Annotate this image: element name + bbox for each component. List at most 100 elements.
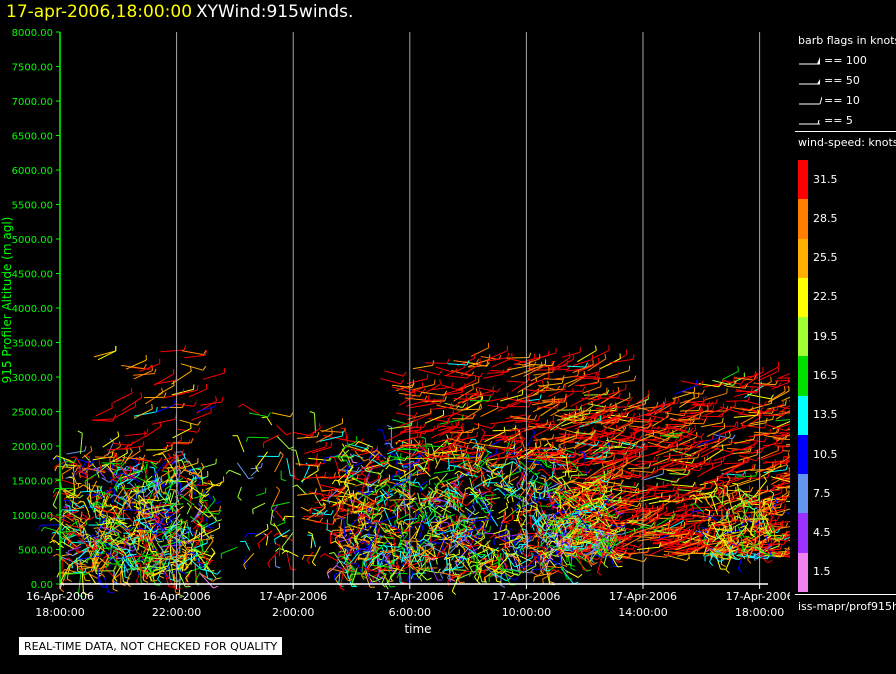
wind-barb-flag [489,514,492,520]
wind-barb [551,495,562,508]
wind-barb-flag [358,545,360,551]
wind-barb [122,496,132,510]
wind-barb-flag [489,518,495,523]
wind-barb-flag [110,468,116,471]
wind-barb-flag [496,575,501,579]
wind-barb [248,436,269,439]
wind-barb [466,539,474,559]
wind-barb [106,448,127,451]
wind-barb-flag [412,498,418,501]
wind-barb [615,484,637,488]
wind-barb-flag [539,527,542,533]
wind-barb [274,529,291,540]
wind-barb-flag [189,366,192,372]
wind-barb-flag [447,452,452,458]
wind-barb [462,392,478,404]
wind-barb [189,538,210,542]
wind-barb [625,471,645,478]
wind-barb [181,551,191,556]
wind-barb [53,539,64,549]
wind-barb [664,514,685,517]
wind-barb-flag [636,516,639,522]
wind-barb-flag [419,424,422,431]
wind-barb-flag [216,500,222,504]
wind-barb-flag [279,451,284,456]
wind-barb [533,438,553,441]
wind-barb [145,560,167,565]
wind-barb-flag [666,443,671,449]
wind-barb-flag [207,528,213,533]
wind-barb [277,522,286,527]
wind-barb [194,549,201,560]
wind-barb [535,423,559,426]
wind-barb [386,446,403,455]
wind-barb-flag [551,434,555,440]
wind-barb [366,451,381,467]
wind-barb-flag [119,497,125,501]
wind-barb [565,570,579,578]
wind-barb-flag [447,492,453,495]
wind-barb [145,481,162,498]
wind-barb-flag [218,505,222,511]
wind-barb-flag [136,485,140,491]
wind-barb [364,557,373,562]
wind-barb [143,538,157,549]
wind-barb [431,544,438,565]
wind-barb [338,449,344,459]
wind-barb-flag [86,533,92,537]
wind-barb [477,554,489,564]
wind-barb-flag [513,556,519,559]
wind-barb-flag [113,509,118,514]
wind-barb-flag [540,484,544,490]
wind-barb [361,514,382,524]
wind-barb-flag [195,468,202,471]
wind-barb-flag [335,578,339,584]
wind-barb-flag [515,452,518,458]
wind-barb-flag [137,512,143,517]
wind-barb [466,527,481,533]
wind-barb-flag [553,549,560,552]
wind-barb-flag [185,577,189,583]
wind-barb-flag [339,587,345,591]
wind-barb-flag [473,576,478,582]
wind-barb [365,462,388,470]
wind-barb-flag [444,497,449,502]
wind-barb-flag [260,462,263,468]
wind-barb [456,408,479,411]
wind-barb-flag [539,440,542,446]
wind-barb-flag [626,402,630,408]
wind-barb [399,468,416,480]
wind-barb [532,439,538,455]
wind-barb-flag [327,489,331,495]
plot-title: XYWind:915winds. [196,2,354,22]
wind-barb-flag [692,481,696,487]
wind-barb [97,350,117,361]
wind-barb-flag [455,404,460,410]
wind-barb [162,393,184,399]
wind-barb-flag [423,500,427,506]
wind-barb-flag [613,402,617,408]
wind-barb-flag [432,492,435,498]
wind-barb [363,538,377,549]
wind-barb [494,534,508,539]
wind-barb [480,466,502,478]
wind-barb-flag [144,536,150,538]
wind-barb-flag [318,423,321,429]
wind-barb [610,436,632,450]
wind-barb [403,446,423,449]
wind-barb-flag [595,441,600,446]
wind-barb [515,510,531,513]
wind-barb-flag [87,498,92,503]
wind-barb [191,412,212,421]
wind-barb-flag [416,561,421,567]
wind-barb-flag [419,486,422,492]
wind-barb [463,464,484,473]
wind-barb-flag [56,572,60,578]
wind-barb [383,508,393,527]
wind-barb [392,503,398,515]
wind-barb [593,432,612,439]
wind-barb [150,567,168,577]
wind-barb-flag [541,437,547,440]
wind-barb-flag [476,431,479,437]
wind-barb-flag [356,503,361,508]
